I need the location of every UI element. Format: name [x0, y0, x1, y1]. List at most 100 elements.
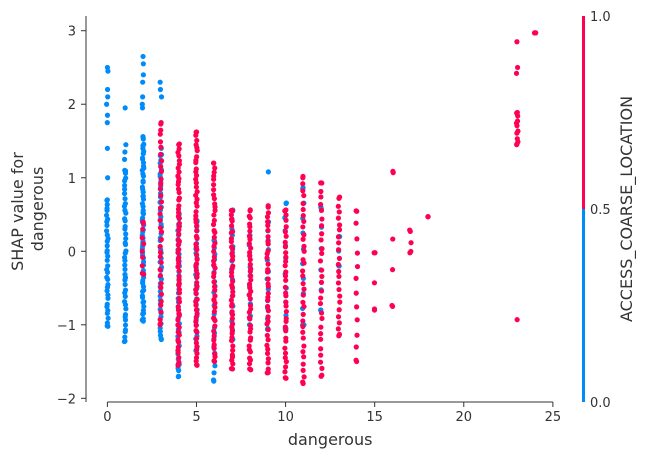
scatter-point — [211, 212, 217, 218]
scatter-point — [194, 228, 200, 234]
scatter-point — [247, 302, 254, 309]
scatter-point — [283, 233, 289, 239]
x-tick-label: 25 — [545, 410, 562, 425]
scatter-point — [157, 249, 164, 255]
scatter-point — [247, 323, 254, 329]
scatter-point — [335, 234, 342, 240]
scatter-point — [319, 365, 325, 371]
colorbar-tick-label: 1.0 — [590, 10, 611, 25]
scatter-point — [121, 182, 128, 189]
scatter-point — [122, 186, 128, 192]
scatter-point — [194, 256, 200, 263]
scatter-point — [248, 266, 254, 272]
scatter-point — [264, 332, 270, 339]
scatter-point — [389, 267, 396, 273]
scatter-point — [140, 207, 146, 214]
scatter-point — [514, 142, 520, 148]
scatter-point — [211, 284, 218, 290]
scatter-point — [265, 360, 271, 366]
scatter-point — [141, 299, 147, 305]
scatter-point — [210, 377, 217, 383]
colorbar-tick-label: 0.5 — [590, 203, 611, 218]
scatter-point — [211, 173, 217, 179]
scatter-point — [121, 254, 128, 261]
scatter-point — [300, 311, 306, 317]
scatter-point — [193, 213, 199, 219]
scatter-point — [283, 277, 289, 283]
scatter-point — [140, 219, 146, 225]
scatter-point — [283, 308, 289, 315]
scatter-point — [211, 315, 217, 321]
x-tick-label: 15 — [366, 410, 383, 425]
scatter-point — [372, 250, 378, 256]
scatter-point — [336, 286, 342, 293]
scatter-point — [103, 212, 110, 218]
scatter-point — [247, 355, 253, 361]
scatter-point — [105, 323, 111, 329]
scatter-point — [247, 208, 253, 214]
scatter-point — [176, 231, 182, 237]
y-tick-label: 0 — [68, 245, 76, 260]
scatter-point — [300, 236, 306, 242]
scatter-point — [193, 166, 199, 172]
scatter-point — [158, 144, 164, 150]
scatter-point — [105, 175, 111, 181]
scatter-point — [265, 169, 271, 175]
scatter-point — [176, 146, 182, 152]
scatter-point — [283, 269, 289, 275]
scatter-point — [337, 293, 343, 299]
scatter-point — [265, 204, 271, 210]
scatter-point — [140, 94, 146, 100]
scatter-point — [140, 61, 146, 67]
scatter-point — [300, 268, 306, 274]
scatter-point — [228, 297, 234, 303]
scatter-point — [193, 209, 199, 215]
scatter-point — [282, 229, 288, 235]
scatter-point — [104, 86, 111, 93]
scatter-point — [354, 250, 361, 256]
scatter-point — [122, 200, 128, 207]
scatter-point — [265, 248, 271, 254]
scatter-point — [247, 249, 253, 256]
scatter-point — [301, 218, 307, 225]
scatter-point — [407, 228, 413, 235]
scatter-point — [230, 347, 236, 353]
scatter-point — [301, 192, 307, 199]
scatter-point — [122, 327, 129, 333]
scatter-point — [283, 315, 289, 322]
scatter-point — [265, 266, 271, 273]
scatter-point — [194, 154, 200, 160]
scatter-point — [175, 337, 181, 343]
scatter-point — [246, 241, 252, 247]
x-axis-ticks: 0 5 10 15 20 25 — [103, 402, 561, 425]
scatter-point — [211, 270, 217, 276]
scatter-point — [139, 201, 146, 207]
scatter-point — [336, 227, 343, 233]
scatter-point — [246, 314, 253, 321]
scatter-point — [211, 337, 217, 343]
scatter-point — [158, 151, 164, 158]
series-1 — [139, 30, 539, 387]
scatter-point — [228, 235, 235, 242]
scatter-point — [247, 261, 253, 268]
y-tick-label: 1 — [68, 172, 76, 187]
scatter-point — [211, 309, 218, 315]
scatter-point — [122, 262, 128, 268]
scatter-point — [282, 355, 288, 361]
y-tick-label: −1 — [57, 319, 76, 334]
scatter-point — [122, 299, 128, 305]
scatter-point — [371, 280, 378, 286]
scatter-point — [211, 234, 217, 240]
x-tick-label: 5 — [192, 410, 200, 425]
scatter-point — [300, 323, 306, 330]
scatter-point — [210, 221, 217, 228]
scatter-point — [158, 302, 164, 308]
scatter-point — [194, 252, 200, 258]
x-axis-title: dangerous — [288, 430, 373, 449]
scatter-point — [211, 248, 217, 255]
scatter-point — [121, 190, 128, 197]
scatter-point — [229, 366, 236, 372]
scatter-point — [283, 303, 289, 309]
scatter-point — [265, 210, 272, 216]
